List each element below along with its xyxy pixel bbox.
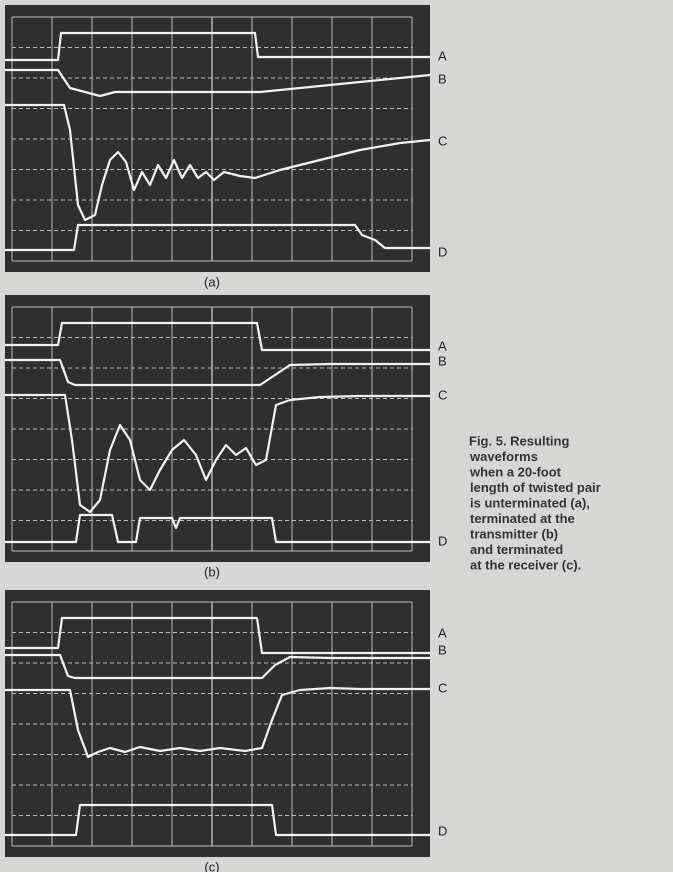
panel-caption: (a) bbox=[204, 274, 220, 289]
waveform bbox=[5, 68, 431, 98]
figure-caption: is unterminated (a), bbox=[470, 495, 590, 510]
figure-caption: when a 20-foot bbox=[469, 464, 562, 479]
waveform bbox=[5, 31, 430, 62]
trace-label: D bbox=[438, 244, 447, 259]
figure-caption: waveforms bbox=[469, 449, 538, 464]
trace-label: A bbox=[438, 48, 447, 63]
figure-caption: Fig. 5. Resulting bbox=[469, 433, 569, 448]
waveform bbox=[5, 393, 430, 514]
trace-label: C bbox=[438, 680, 447, 695]
figure-caption: length of twisted pair bbox=[470, 480, 601, 495]
figure-caption: and terminated bbox=[470, 542, 563, 557]
trace-label: D bbox=[438, 823, 447, 838]
trace-label: A bbox=[438, 338, 447, 353]
trace-label: B bbox=[438, 353, 447, 368]
waveform bbox=[5, 103, 431, 222]
waveform bbox=[5, 653, 430, 680]
waveform bbox=[5, 223, 430, 252]
trace-label: C bbox=[438, 133, 447, 148]
figure-caption: terminated at the bbox=[470, 511, 575, 526]
waveform bbox=[5, 321, 430, 352]
figure-caption: transmitter (b) bbox=[470, 526, 558, 541]
waveform bbox=[5, 513, 430, 544]
waveform bbox=[5, 358, 430, 387]
waveform bbox=[5, 616, 430, 655]
trace-label: C bbox=[438, 387, 447, 402]
trace-label: A bbox=[438, 625, 447, 640]
waveform bbox=[5, 803, 430, 837]
figure-caption: at the receiver (c). bbox=[470, 557, 581, 572]
trace-label: B bbox=[438, 71, 447, 86]
trace-label: D bbox=[438, 533, 447, 548]
panel-caption: (b) bbox=[204, 564, 220, 579]
trace-label: B bbox=[438, 642, 447, 657]
waveform bbox=[5, 686, 430, 759]
panel-caption: (c) bbox=[204, 859, 219, 872]
